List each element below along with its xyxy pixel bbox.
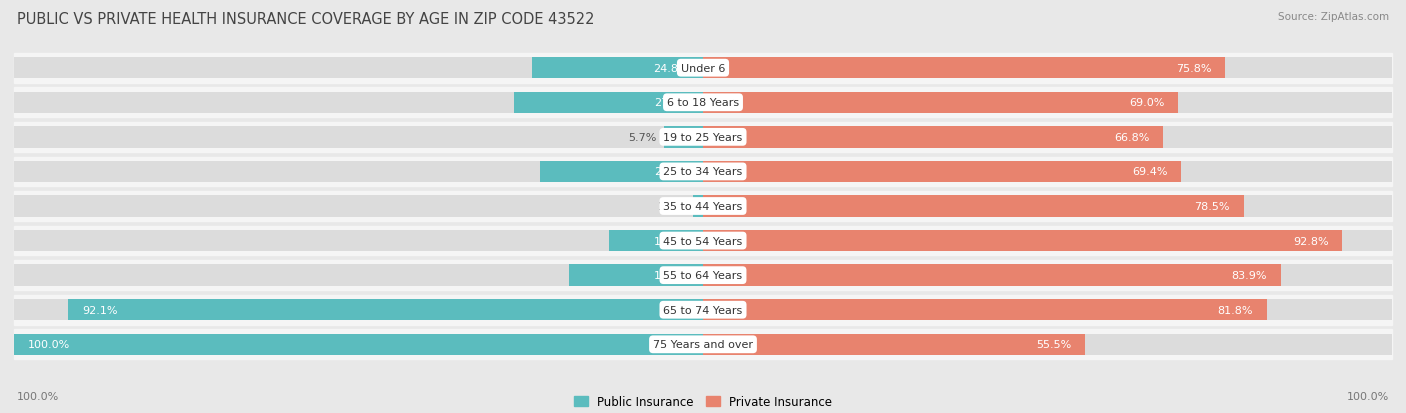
Bar — [513, 93, 703, 114]
Bar — [531, 58, 703, 79]
Bar — [14, 226, 1392, 256]
Bar — [703, 58, 1225, 79]
Text: 55 to 64 Years: 55 to 64 Years — [664, 271, 742, 280]
Bar — [703, 265, 1392, 286]
Bar — [703, 93, 1392, 114]
Text: 25 to 34 Years: 25 to 34 Years — [664, 167, 742, 177]
Text: 100.0%: 100.0% — [28, 339, 70, 349]
Bar — [14, 127, 703, 148]
Bar — [14, 265, 703, 286]
Text: 19.4%: 19.4% — [654, 271, 689, 280]
Text: 75 Years and over: 75 Years and over — [652, 339, 754, 349]
Bar — [14, 261, 1392, 290]
Bar — [569, 265, 703, 286]
Bar — [14, 230, 703, 252]
Text: 35 to 44 Years: 35 to 44 Years — [664, 202, 742, 211]
Text: 69.0%: 69.0% — [1129, 98, 1164, 108]
Text: 100.0%: 100.0% — [1347, 391, 1389, 401]
Text: 27.5%: 27.5% — [654, 98, 689, 108]
Text: 100.0%: 100.0% — [17, 391, 59, 401]
Text: 1.4%: 1.4% — [658, 202, 686, 211]
Bar — [14, 295, 1392, 325]
Bar — [703, 127, 1392, 148]
Text: 6 to 18 Years: 6 to 18 Years — [666, 98, 740, 108]
Text: 78.5%: 78.5% — [1195, 202, 1230, 211]
Bar — [703, 230, 1392, 252]
Text: Under 6: Under 6 — [681, 64, 725, 74]
Bar — [703, 196, 1392, 217]
Text: 13.7%: 13.7% — [654, 236, 689, 246]
Bar — [703, 93, 1178, 114]
Text: 23.6%: 23.6% — [654, 167, 689, 177]
Bar — [703, 299, 1267, 320]
Bar — [14, 299, 703, 320]
Bar — [703, 196, 1244, 217]
Text: 19 to 25 Years: 19 to 25 Years — [664, 133, 742, 142]
Bar — [693, 196, 703, 217]
Text: 55.5%: 55.5% — [1036, 339, 1071, 349]
Bar — [14, 123, 1392, 152]
Bar — [14, 88, 1392, 118]
Bar — [703, 265, 1281, 286]
Bar — [703, 299, 1392, 320]
Text: 24.8%: 24.8% — [654, 64, 689, 74]
Text: 75.8%: 75.8% — [1175, 64, 1212, 74]
Bar — [703, 334, 1392, 355]
Text: 65 to 74 Years: 65 to 74 Years — [664, 305, 742, 315]
Legend: Public Insurance, Private Insurance: Public Insurance, Private Insurance — [574, 395, 832, 408]
Bar — [703, 334, 1085, 355]
Bar — [14, 161, 703, 183]
Bar — [703, 127, 1163, 148]
Bar — [703, 58, 1392, 79]
Bar — [14, 334, 703, 355]
Text: 5.7%: 5.7% — [628, 133, 657, 142]
Bar — [14, 157, 1392, 187]
Bar — [14, 196, 703, 217]
Bar — [14, 54, 1392, 83]
Bar — [703, 230, 1343, 252]
Bar — [609, 230, 703, 252]
Text: 92.1%: 92.1% — [83, 305, 118, 315]
Bar — [14, 93, 703, 114]
Bar — [14, 334, 703, 355]
Bar — [69, 299, 703, 320]
Bar — [14, 330, 1392, 359]
Text: 92.8%: 92.8% — [1294, 236, 1329, 246]
Text: 66.8%: 66.8% — [1114, 133, 1150, 142]
Bar — [14, 58, 703, 79]
Text: 69.4%: 69.4% — [1132, 167, 1167, 177]
Text: 45 to 54 Years: 45 to 54 Years — [664, 236, 742, 246]
Bar — [540, 161, 703, 183]
Bar — [664, 127, 703, 148]
Bar — [703, 161, 1181, 183]
Text: Source: ZipAtlas.com: Source: ZipAtlas.com — [1278, 12, 1389, 22]
Text: 83.9%: 83.9% — [1232, 271, 1267, 280]
Bar — [14, 192, 1392, 221]
Text: PUBLIC VS PRIVATE HEALTH INSURANCE COVERAGE BY AGE IN ZIP CODE 43522: PUBLIC VS PRIVATE HEALTH INSURANCE COVER… — [17, 12, 595, 27]
Text: 81.8%: 81.8% — [1218, 305, 1253, 315]
Bar — [703, 161, 1392, 183]
